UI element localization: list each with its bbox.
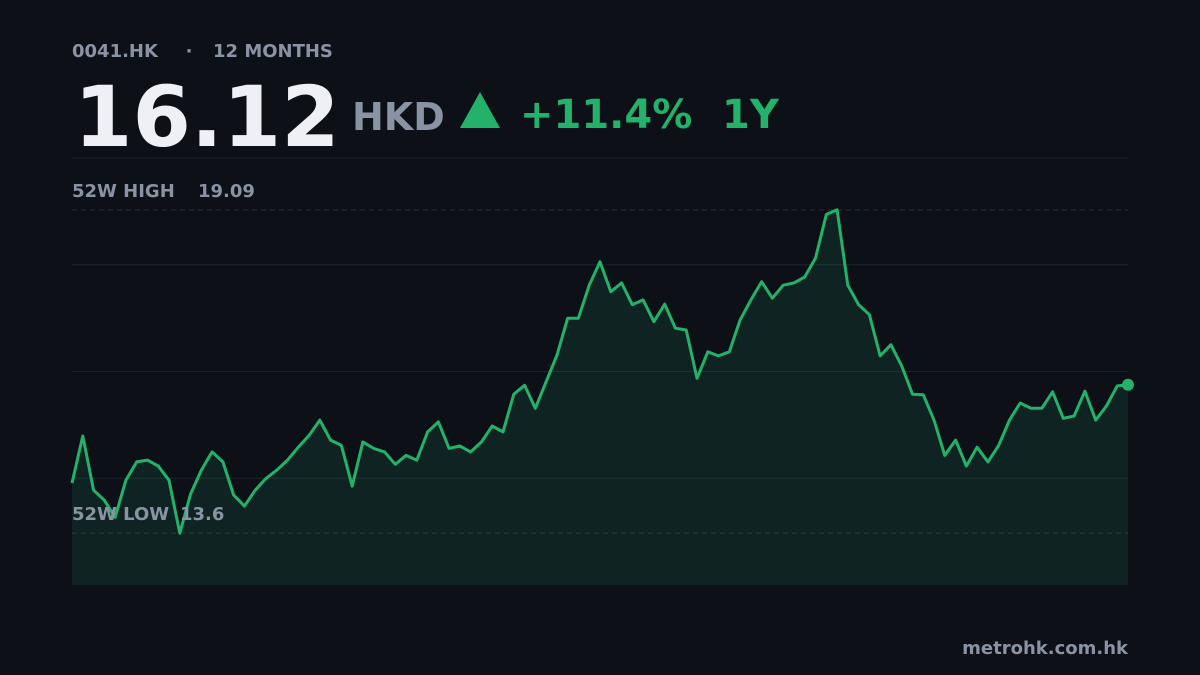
area [72,209,1128,586]
reference-value: 19.09 [198,181,255,202]
plot: 52W HIGH 19.09 52W LOW 13.6 [70,181,1134,586]
range: 1Y [722,92,780,138]
reference-label: 52W HIGH [72,181,175,202]
up-arrow [460,92,500,128]
period: 12 MONTHS [213,41,333,62]
reference-value: 13.6 [180,504,224,525]
separator: · [186,41,193,62]
price: 16.12 [74,68,340,166]
last-point [1122,378,1134,391]
change: +11.4% [520,92,692,138]
footer: metrohk.com.hk [962,638,1129,659]
ticker: 0041.HK [72,41,159,62]
currency: HKD [352,95,445,139]
price-line [70,208,1129,535]
reference-label: 52W LOW [72,504,169,525]
